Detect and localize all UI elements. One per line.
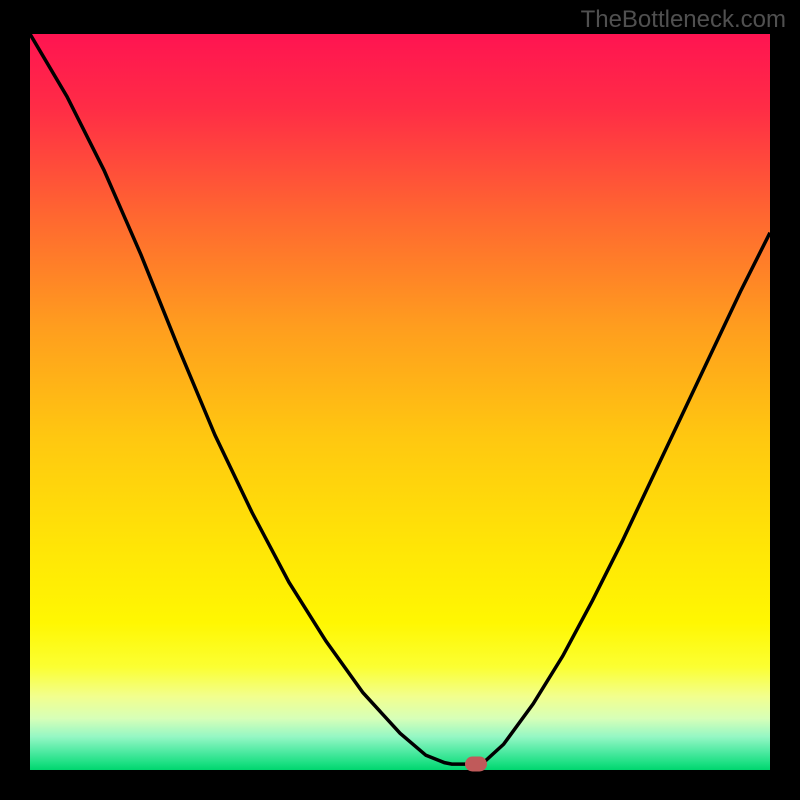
chart-area: [30, 34, 770, 770]
bottleneck-curve: [30, 34, 770, 770]
optimal-point-marker: [465, 757, 487, 772]
watermark-text: TheBottleneck.com: [581, 6, 786, 34]
